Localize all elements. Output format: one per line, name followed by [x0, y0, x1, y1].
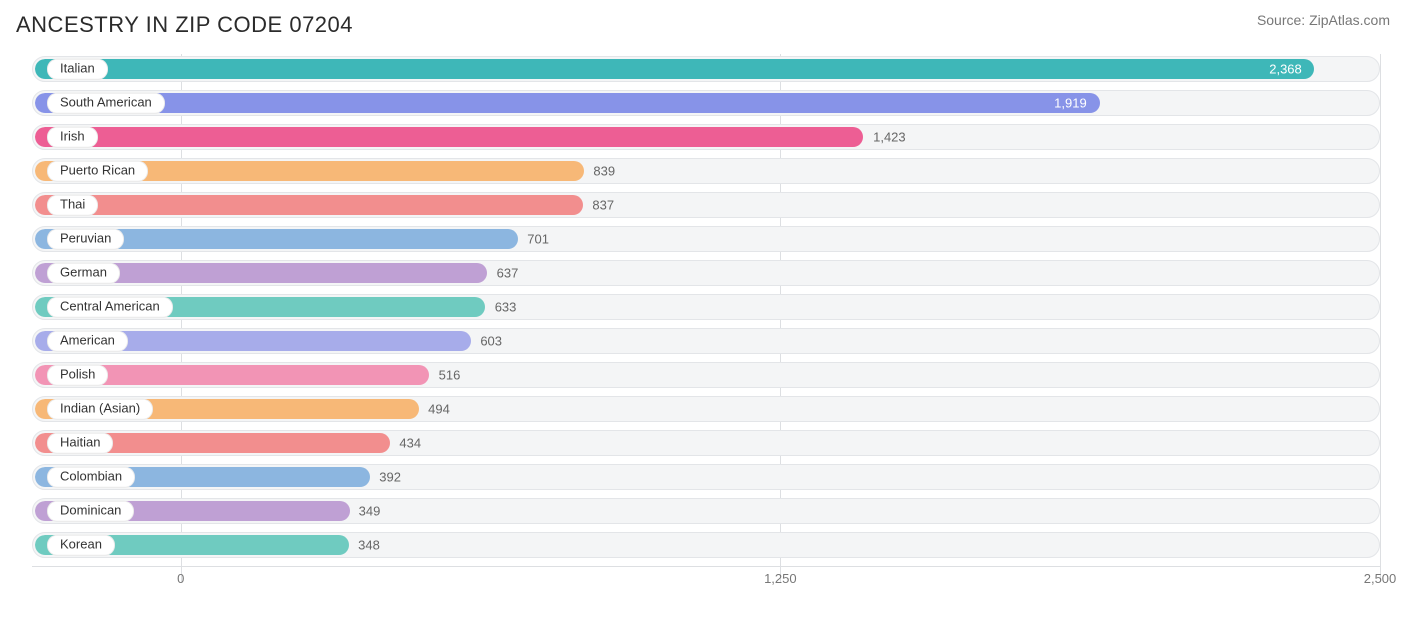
x-tick-label: 0 — [177, 571, 184, 586]
category-label: American — [47, 331, 128, 352]
bar-row: German 637 — [32, 260, 1380, 286]
bar-row: South American 1,919 — [32, 90, 1380, 116]
category-label: Irish — [47, 127, 98, 148]
value-label: 2,368 — [1269, 62, 1302, 77]
category-label: Puerto Rican — [47, 161, 148, 182]
x-axis: 01,2502,500 — [32, 566, 1380, 590]
bar-row: Italian 2,368 — [32, 56, 1380, 82]
bar-row: Haitian 434 — [32, 430, 1380, 456]
category-label: Central American — [47, 297, 173, 318]
bar-row: Irish 1,423 — [32, 124, 1380, 150]
category-label: Colombian — [47, 467, 135, 488]
value-label: 392 — [379, 470, 401, 485]
chart-source: Source: ZipAtlas.com — [1257, 12, 1390, 28]
bar-row: Puerto Rican 839 — [32, 158, 1380, 184]
value-label: 494 — [428, 402, 450, 417]
category-label: Indian (Asian) — [47, 399, 153, 420]
bar-row: American 603 — [32, 328, 1380, 354]
gridline — [1380, 54, 1381, 582]
value-label: 637 — [497, 266, 519, 281]
bar-row: Indian (Asian) 494 — [32, 396, 1380, 422]
value-label: 516 — [439, 368, 461, 383]
value-label: 603 — [480, 334, 502, 349]
category-label: German — [47, 263, 120, 284]
category-label: Dominican — [47, 501, 134, 522]
ancestry-bar-chart: Italian 2,368 South American 1,919 Irish 1,42… — [16, 56, 1390, 590]
bar — [35, 127, 863, 147]
bar-row: Central American 633 — [32, 294, 1380, 320]
chart-title: ANCESTRY IN ZIP CODE 07204 — [16, 12, 353, 38]
bar-row: Peruvian 701 — [32, 226, 1380, 252]
category-label: Thai — [47, 195, 98, 216]
value-label: 701 — [527, 232, 549, 247]
category-label: South American — [47, 93, 165, 114]
bar — [35, 195, 583, 215]
value-label: 839 — [593, 164, 615, 179]
category-label: Peruvian — [47, 229, 124, 250]
bar-row: Polish 516 — [32, 362, 1380, 388]
plot-area: Italian 2,368 South American 1,919 Irish 1,42… — [32, 56, 1380, 558]
category-label: Korean — [47, 535, 115, 556]
value-label: 837 — [592, 198, 614, 213]
category-label: Haitian — [47, 433, 113, 454]
value-label: 1,423 — [873, 130, 906, 145]
bar-row: Thai 837 — [32, 192, 1380, 218]
x-tick-label: 2,500 — [1364, 571, 1397, 586]
bar — [35, 93, 1100, 113]
bar — [35, 59, 1314, 79]
x-tick-label: 1,250 — [764, 571, 797, 586]
category-label: Polish — [47, 365, 108, 386]
value-label: 349 — [359, 504, 381, 519]
value-label: 434 — [399, 436, 421, 451]
value-label: 633 — [495, 300, 517, 315]
bar-row: Korean 348 — [32, 532, 1380, 558]
chart-header: ANCESTRY IN ZIP CODE 07204 Source: ZipAt… — [16, 12, 1390, 38]
bar-row: Dominican 349 — [32, 498, 1380, 524]
bar-row: Colombian 392 — [32, 464, 1380, 490]
value-label: 348 — [358, 538, 380, 553]
category-label: Italian — [47, 59, 108, 80]
value-label: 1,919 — [1054, 96, 1087, 111]
